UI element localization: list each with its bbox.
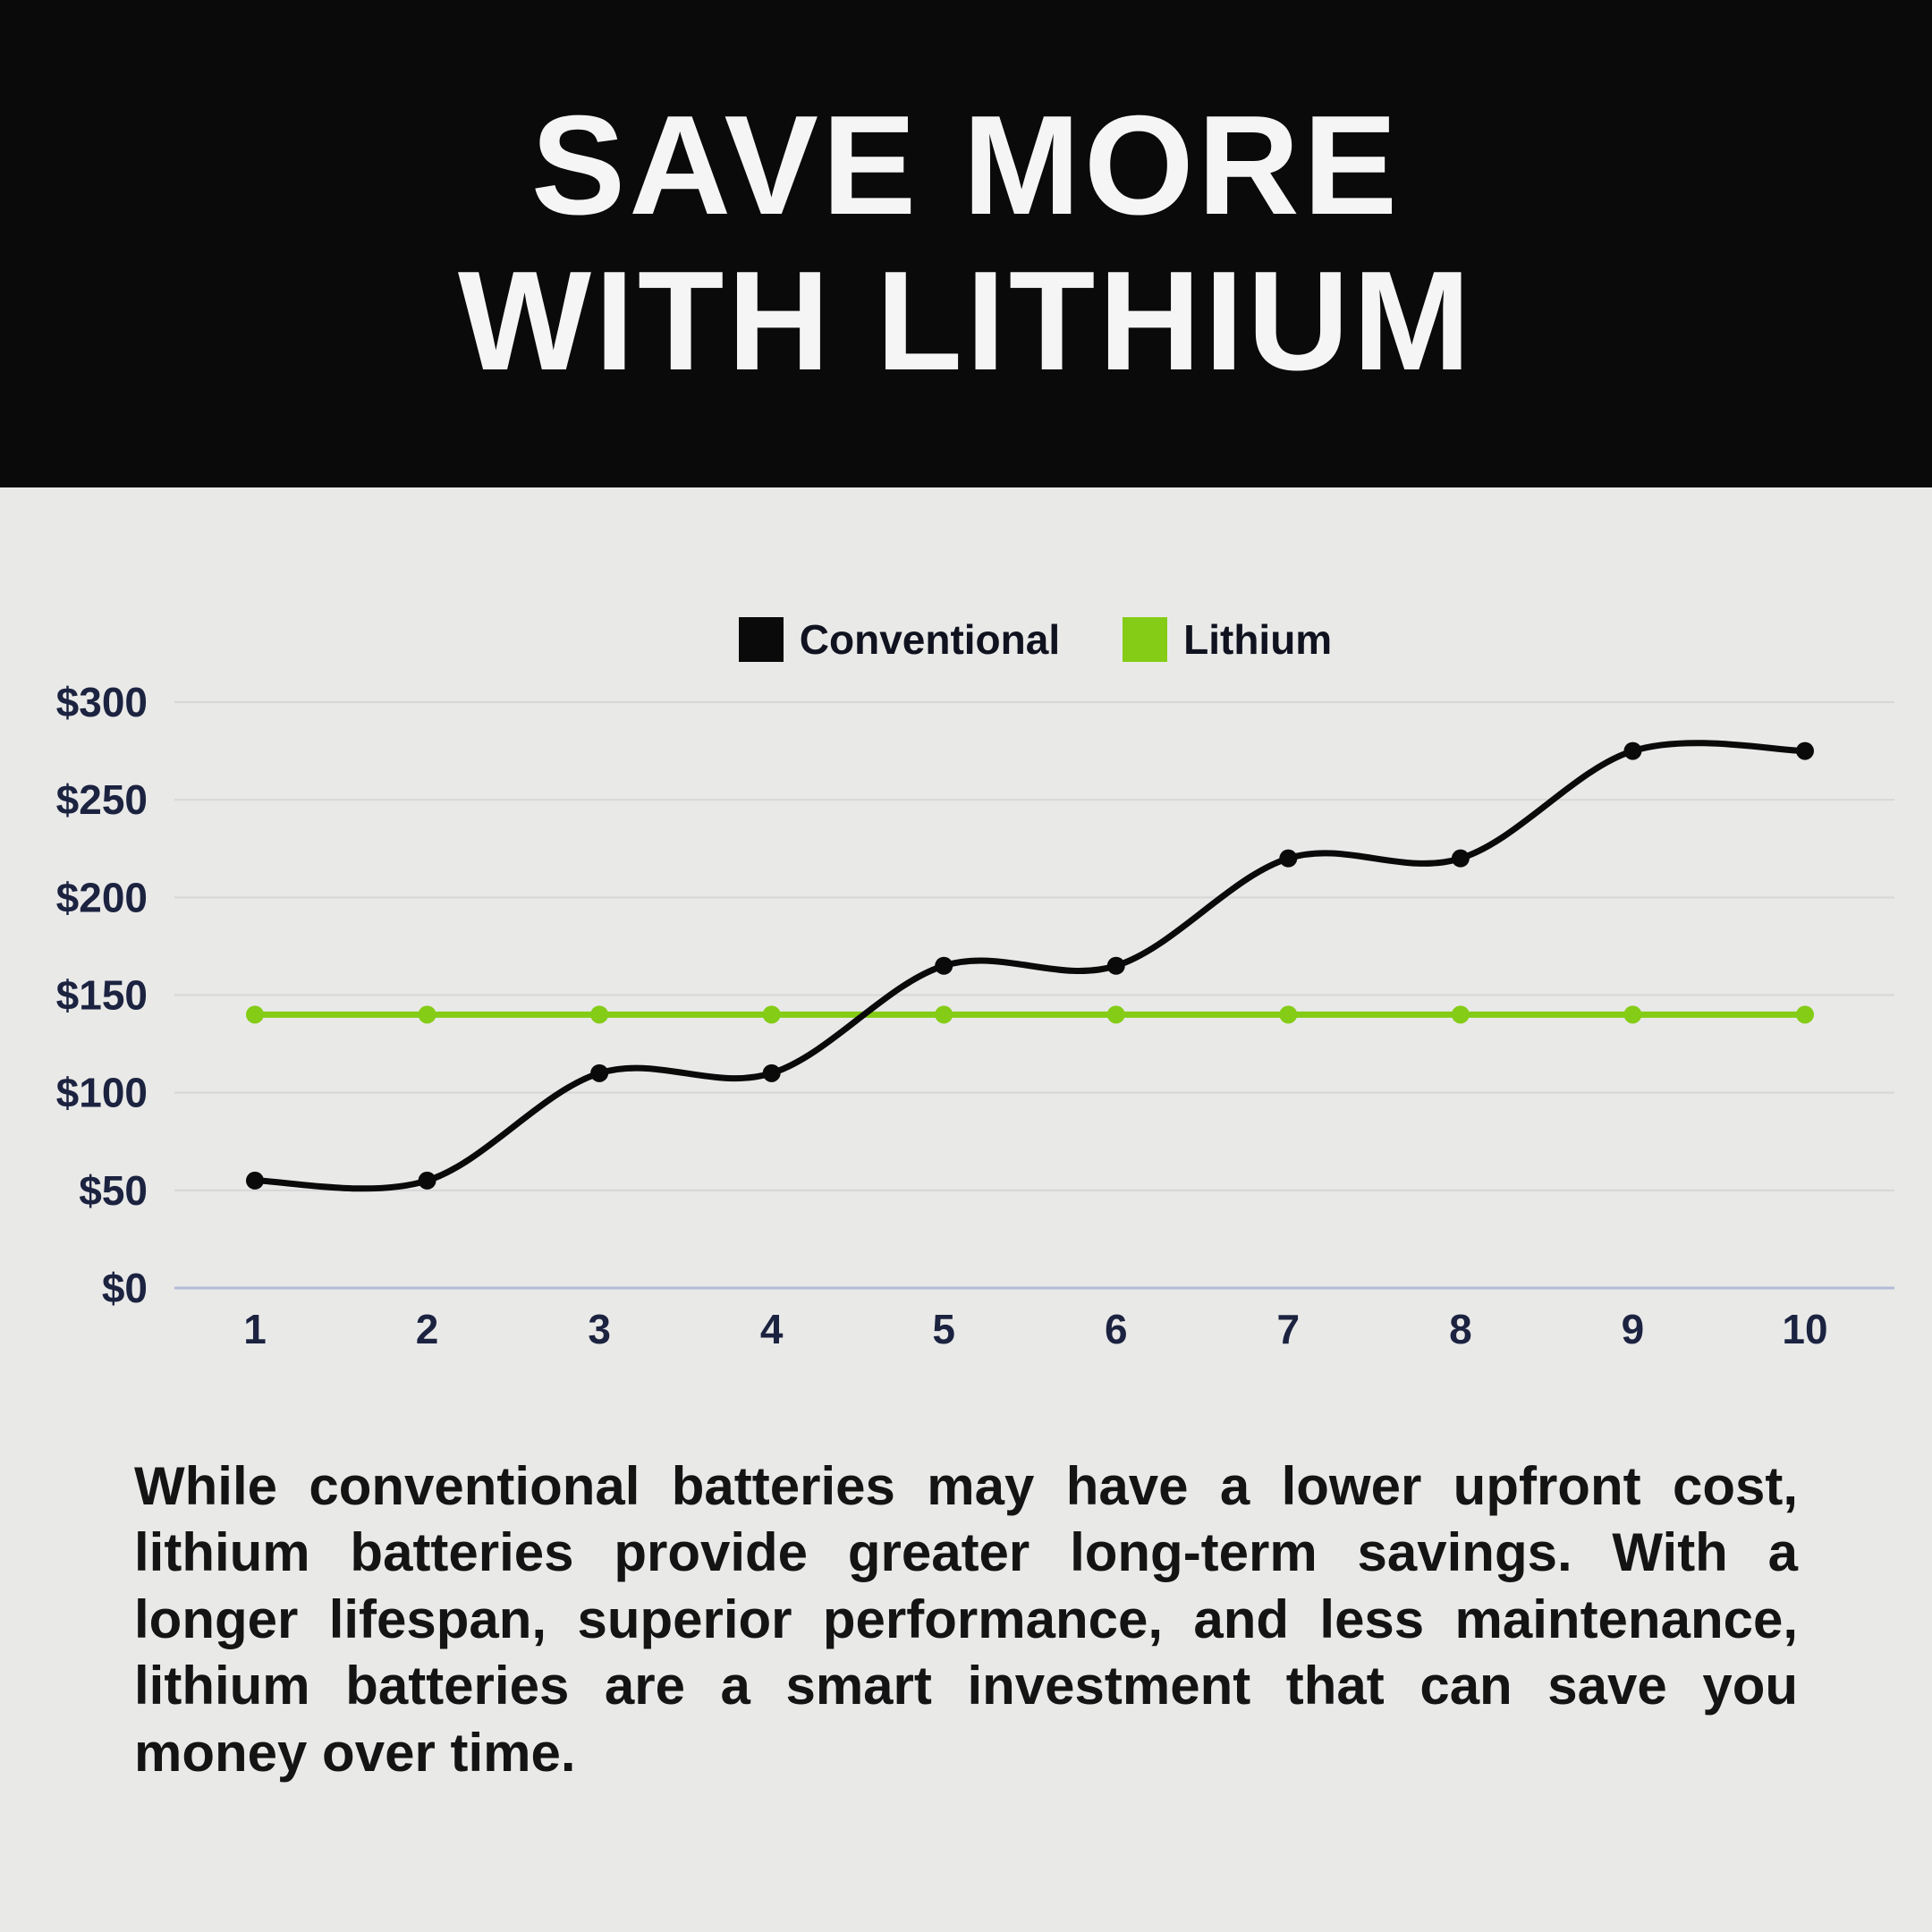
y-tick-label: $200 bbox=[56, 874, 148, 920]
lithium-swatch-icon bbox=[1123, 617, 1168, 662]
line-chart: $0 $50 $100 $150 $200 $250 $300 1 2 3 4 5 6 7 8 9 10 bbox=[0, 675, 1932, 1373]
x-tick-label: 3 bbox=[588, 1306, 611, 1352]
data-point-conventional bbox=[1623, 741, 1642, 760]
data-point-conventional bbox=[762, 1063, 781, 1082]
page-title: SAVE MORE WITH LITHIUM bbox=[457, 86, 1475, 400]
y-tick-label: $0 bbox=[102, 1265, 148, 1311]
x-tick-label: 7 bbox=[1277, 1306, 1301, 1352]
x-tick-label: 9 bbox=[1622, 1306, 1645, 1352]
data-point-lithium bbox=[418, 1005, 436, 1024]
data-point-lithium bbox=[935, 1005, 953, 1024]
data-point-lithium bbox=[1279, 1005, 1298, 1024]
x-tick-label: 4 bbox=[760, 1306, 784, 1352]
data-point-lithium bbox=[1106, 1005, 1125, 1024]
data-point-lithium bbox=[1623, 1005, 1642, 1024]
y-tick-label: $250 bbox=[56, 776, 148, 823]
data-point-conventional bbox=[935, 956, 953, 975]
data-point-conventional bbox=[1279, 849, 1298, 868]
y-tick-label: $100 bbox=[56, 1070, 148, 1116]
data-point-conventional bbox=[1106, 956, 1125, 975]
x-tick-label: 8 bbox=[1449, 1306, 1472, 1352]
conventional-swatch-icon bbox=[738, 617, 784, 662]
x-tick-label: 10 bbox=[1782, 1306, 1827, 1352]
data-point-conventional bbox=[590, 1063, 609, 1082]
y-tick-label: $50 bbox=[79, 1167, 148, 1214]
legend-item-lithium: Lithium bbox=[1123, 615, 1332, 664]
description-paragraph: While conventional batteries may have a … bbox=[134, 1456, 1798, 1783]
y-tick-label: $150 bbox=[56, 972, 148, 1019]
data-point-conventional bbox=[418, 1171, 436, 1190]
data-point-conventional bbox=[1451, 849, 1470, 868]
x-tick-label: 5 bbox=[932, 1306, 955, 1352]
title-line-2: WITH LITHIUM bbox=[457, 242, 1475, 400]
x-tick-label: 2 bbox=[416, 1306, 439, 1352]
legend-label-conventional: Conventional bbox=[799, 616, 1061, 663]
data-point-conventional bbox=[1796, 741, 1814, 760]
data-point-lithium bbox=[246, 1005, 264, 1024]
x-tick-label: 1 bbox=[243, 1306, 267, 1352]
series-line-conventional bbox=[251, 740, 1809, 1192]
data-point-lithium bbox=[590, 1005, 609, 1024]
chart-legend: Conventional Lithium bbox=[174, 613, 1896, 666]
y-tick-label: $300 bbox=[56, 679, 148, 725]
x-tick-label: 6 bbox=[1105, 1306, 1128, 1352]
data-point-conventional bbox=[246, 1171, 264, 1190]
chart-svg: $0 $50 $100 $150 $200 $250 $300 1 2 3 4 5 6 7 8 9 10 bbox=[56, 679, 1894, 1352]
chart-section: Conventional Lithium $0 $50 $100 $150 $200 $2… bbox=[0, 487, 1932, 1373]
title-line-1: SAVE MORE bbox=[530, 86, 1402, 244]
legend-label-lithium: Lithium bbox=[1183, 616, 1333, 663]
legend-item-conventional: Conventional bbox=[738, 615, 1061, 664]
data-point-lithium bbox=[1796, 1005, 1814, 1024]
data-point-lithium bbox=[1451, 1005, 1470, 1024]
header: SAVE MORE WITH LITHIUM bbox=[0, 0, 1932, 487]
data-point-lithium bbox=[762, 1005, 781, 1024]
